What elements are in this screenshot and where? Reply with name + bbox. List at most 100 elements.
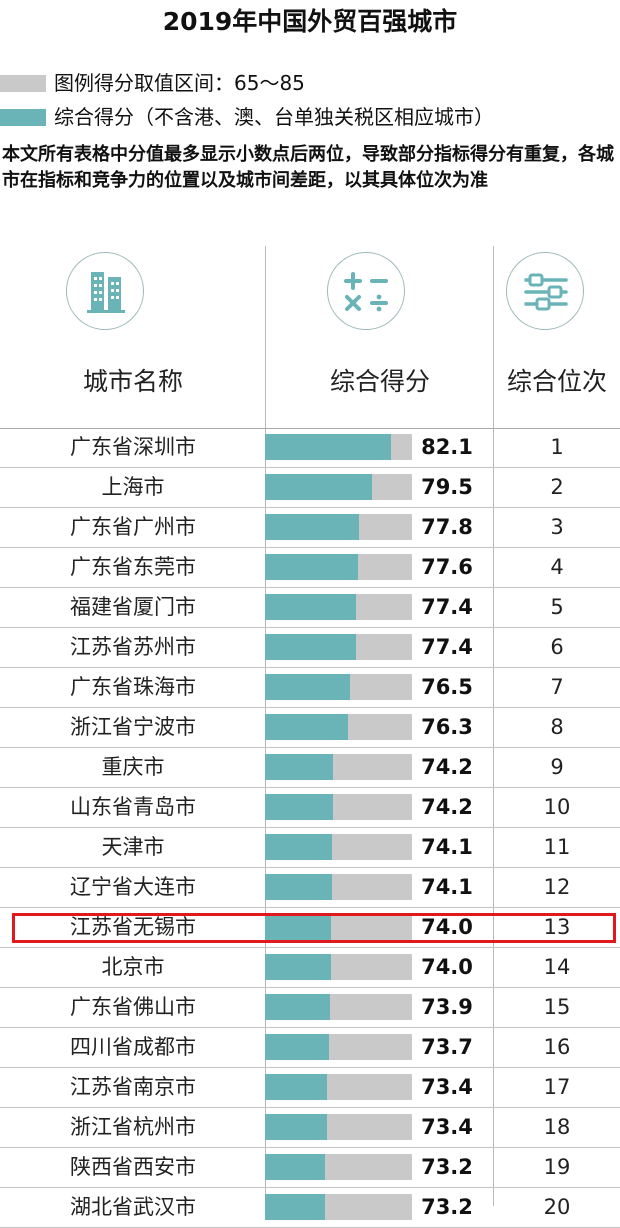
score-value-label: 73.2	[421, 1195, 473, 1219]
table-row: 江苏省南京市 73.4 17	[0, 1068, 620, 1108]
rank-value: 10	[543, 795, 571, 819]
score-value-label: 77.4	[421, 595, 473, 619]
score-bar	[265, 1034, 329, 1060]
table-row: 四川省成都市 73.7 16	[0, 1028, 620, 1068]
city-name: 浙江省宁波市	[70, 715, 196, 739]
table-row: 广东省深圳市 82.1 1	[0, 428, 620, 468]
row-divider	[0, 1067, 620, 1068]
row-divider	[0, 747, 620, 748]
score-range-bar	[265, 674, 412, 700]
table-row: 福建省厦门市 77.4 5	[0, 588, 620, 628]
score-range-bar	[265, 474, 412, 500]
column-header-score: 综合得分	[329, 367, 430, 396]
score-range-bar	[265, 634, 412, 660]
city-name: 江苏省无锡市	[70, 915, 196, 939]
city-name: 辽宁省大连市	[70, 875, 196, 899]
table-row: 山东省青岛市 74.2 10	[0, 788, 620, 828]
rank-value: 19	[543, 1155, 571, 1179]
city-name: 四川省成都市	[70, 1035, 196, 1059]
score-value-label: 73.9	[421, 995, 473, 1019]
score-value-label: 82.1	[421, 435, 473, 459]
city-name: 重庆市	[101, 755, 165, 779]
score-bar	[265, 1074, 327, 1100]
legend-score-label: 综合得分（不含港、澳、台单独关税区相应城市）	[54, 105, 494, 129]
score-range-bar	[265, 754, 412, 780]
table-row: 辽宁省大连市 74.1 12	[0, 868, 620, 908]
score-bar	[265, 954, 332, 980]
building-icon	[66, 252, 144, 330]
row-divider	[0, 867, 620, 868]
score-value-label: 73.4	[421, 1075, 473, 1099]
score-range-bar	[265, 594, 412, 620]
rank-value: 20	[543, 1195, 571, 1219]
table-row: 广东省珠海市 76.5 7	[0, 668, 620, 708]
table-row: 上海市 79.5 2	[0, 468, 620, 508]
table-row: 陕西省西安市 73.2 19	[0, 1148, 620, 1188]
city-name: 陕西省西安市	[70, 1155, 196, 1179]
city-name: 天津市	[101, 835, 165, 859]
city-name: 湖北省武汉市	[70, 1195, 196, 1219]
rank-value: 5	[550, 595, 564, 619]
score-bar	[265, 914, 332, 940]
score-value-label: 73.4	[421, 1115, 473, 1139]
rank-value: 2	[550, 475, 564, 499]
score-value-label: 79.5	[421, 475, 473, 499]
row-divider	[0, 987, 620, 988]
table-row: 江苏省苏州市 77.4 6	[0, 628, 620, 668]
score-bar	[265, 714, 349, 740]
score-value-label: 74.0	[421, 955, 473, 979]
row-divider	[0, 467, 620, 468]
score-bar	[265, 434, 391, 460]
score-value-label: 74.2	[421, 795, 473, 819]
row-divider	[0, 547, 620, 548]
rank-value: 15	[543, 995, 571, 1019]
rank-value: 17	[543, 1075, 571, 1099]
table-row: 浙江省宁波市 76.3 8	[0, 708, 620, 748]
score-range-bar	[265, 834, 412, 860]
row-divider	[0, 787, 620, 788]
score-bar	[265, 634, 357, 660]
legend-range: 图例得分取值区间：65～85	[0, 68, 620, 98]
legend-range-label: 图例得分取值区间：65～85	[54, 71, 305, 95]
score-range-bar	[265, 514, 412, 540]
score-range-bar	[265, 1194, 412, 1220]
table-row: 广东省广州市 77.8 3	[0, 508, 620, 548]
score-bar	[265, 1154, 326, 1180]
score-value-label: 74.0	[421, 915, 473, 939]
score-value-label: 74.2	[421, 755, 473, 779]
rank-value: 11	[543, 835, 571, 859]
table-row: 浙江省杭州市 73.4 18	[0, 1108, 620, 1148]
sliders-icon	[506, 252, 584, 330]
score-range-bar	[265, 954, 412, 980]
row-divider	[0, 1147, 620, 1148]
table-row: 天津市 74.1 11	[0, 828, 620, 868]
rank-value: 16	[543, 1035, 571, 1059]
city-name: 福建省厦门市	[70, 595, 196, 619]
header-divider	[0, 428, 620, 429]
score-range-bar	[265, 874, 412, 900]
legend-score: 综合得分（不含港、澳、台单独关税区相应城市）	[0, 102, 620, 132]
score-value-label: 73.7	[421, 1035, 473, 1059]
score-range-bar	[265, 1034, 412, 1060]
score-value-label: 76.5	[421, 675, 473, 699]
city-name: 江苏省南京市	[70, 1075, 196, 1099]
highlight-box	[12, 913, 616, 943]
score-value-label: 76.3	[421, 715, 473, 739]
score-value-label: 74.1	[421, 835, 473, 859]
row-divider	[0, 667, 620, 668]
score-bar	[265, 474, 372, 500]
row-divider	[0, 907, 620, 908]
rank-value: 6	[550, 635, 564, 659]
rank-value: 12	[543, 875, 571, 899]
row-divider	[0, 1107, 620, 1108]
score-bar	[265, 1114, 327, 1140]
city-name: 广东省佛山市	[70, 995, 196, 1019]
score-bar	[265, 794, 333, 820]
column-header-city: 城市名称	[82, 367, 183, 396]
city-name: 广东省深圳市	[70, 435, 196, 459]
footnote: 本文所有表格中分值最多显示小数点后两位，导致部分指标得分有重复，各城市在指标和竞…	[2, 144, 614, 191]
table-row: 广东省东莞市 77.6 4	[0, 548, 620, 588]
rank-value: 4	[550, 555, 564, 579]
score-range-bar	[265, 714, 412, 740]
score-value-label: 73.2	[421, 1155, 473, 1179]
